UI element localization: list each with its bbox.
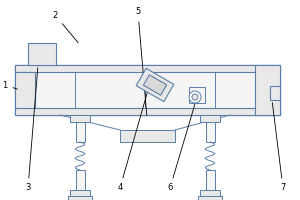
Bar <box>15 72 35 108</box>
Bar <box>70 190 90 196</box>
Circle shape <box>189 91 201 103</box>
Text: 5: 5 <box>135 7 147 115</box>
Polygon shape <box>143 75 167 95</box>
Bar <box>206 170 214 190</box>
Bar <box>15 65 280 72</box>
Text: 3: 3 <box>25 68 38 192</box>
Polygon shape <box>136 68 174 102</box>
Text: 6: 6 <box>167 100 196 192</box>
Bar <box>200 190 220 196</box>
Text: 2: 2 <box>52 10 78 43</box>
Bar <box>198 196 222 200</box>
Bar <box>189 87 205 103</box>
Text: 4: 4 <box>117 93 147 192</box>
Bar <box>206 122 214 142</box>
Bar <box>76 122 85 142</box>
Bar <box>270 86 280 100</box>
Bar <box>70 115 90 122</box>
Bar <box>200 115 220 122</box>
Bar <box>68 196 92 200</box>
Text: 7: 7 <box>272 103 286 192</box>
Text: 1: 1 <box>2 80 17 90</box>
Bar <box>255 65 280 115</box>
Bar <box>15 108 280 115</box>
Bar <box>28 43 56 65</box>
Bar <box>76 170 85 190</box>
Bar <box>15 65 280 115</box>
Circle shape <box>192 94 198 100</box>
Bar <box>120 130 175 142</box>
